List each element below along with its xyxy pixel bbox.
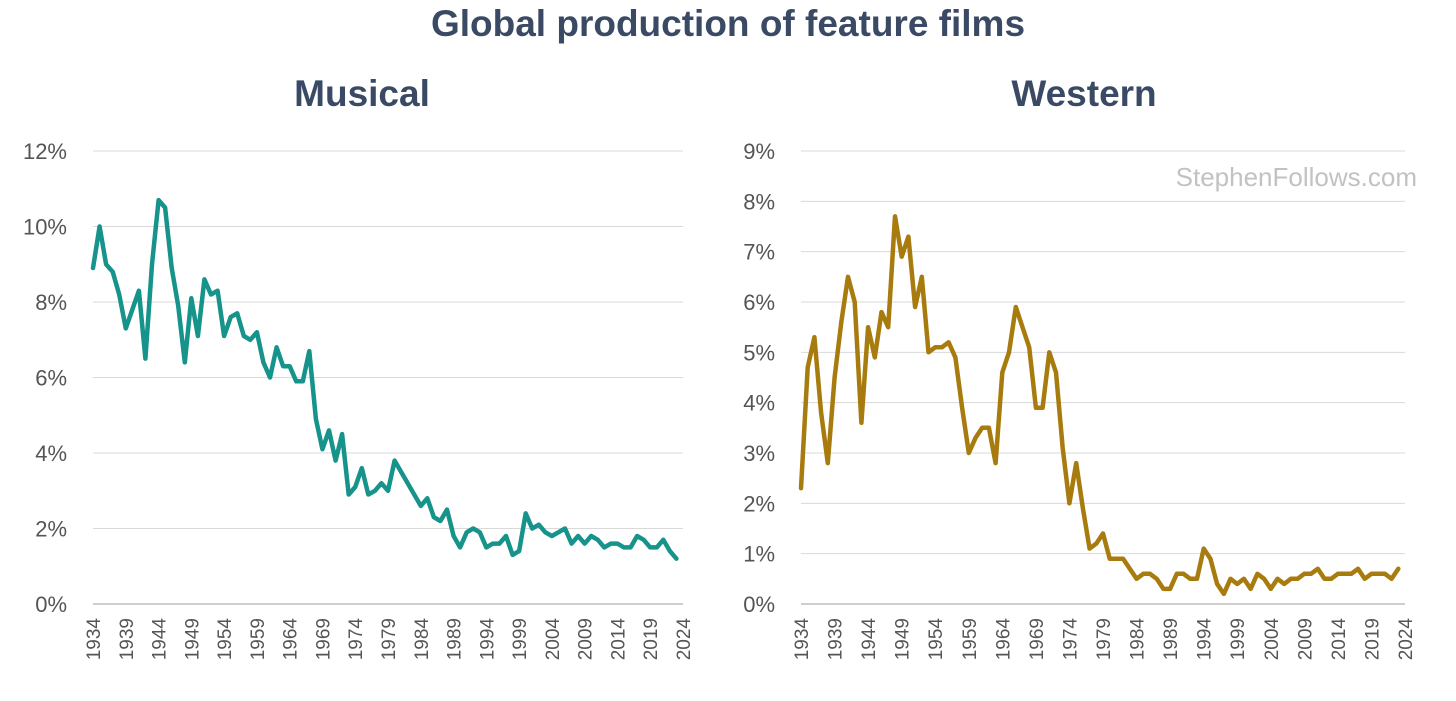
musical-series [90, 197, 679, 561]
musical-x-tick-label: 1964 [281, 618, 302, 661]
western-y-ticks: 0% 1% 2% 3% 4% 5% 6% 7% 8% 9% [743, 139, 775, 617]
musical-x-tick-label: 1944 [150, 618, 171, 661]
musical-x-tick-label: 2004 [543, 618, 564, 661]
musical-chart-title: Musical [294, 73, 430, 114]
western-x-tick-label: 2024 [1396, 618, 1417, 661]
musical-x-tick-label: 1989 [445, 618, 466, 660]
western-x-tick-label: 1999 [1228, 618, 1249, 660]
musical-x-tick-label: 1999 [510, 618, 531, 660]
musical-x-tick-label: 2014 [608, 618, 629, 661]
western-x-tick-label: 1994 [1195, 618, 1216, 661]
musical-gridlines [93, 150, 683, 605]
western-x-tick-label: 1984 [1128, 618, 1149, 661]
musical-y-tick-label: 10% [23, 215, 67, 240]
western-x-tick-label: 1989 [1161, 618, 1182, 660]
musical-y-tick-label: 8% [35, 290, 67, 315]
musical-x-tick-label: 2009 [576, 618, 597, 660]
western-series [798, 214, 1401, 597]
western-x-tick-label: 2004 [1262, 618, 1283, 661]
musical-chart-panel: Musical 0% 2% 4% 6% 8% 10% 12% 1934 1939 1944 194… [23, 73, 695, 660]
musical-x-tick-label: 2024 [674, 618, 695, 661]
musical-x-tick-label: 1954 [215, 618, 236, 661]
musical-x-ticks: 1934 1939 1944 1949 1954 1959 1964 1969 1974 1979… [84, 618, 695, 661]
watermark-text: StephenFollows.com [1176, 162, 1417, 192]
musical-series-line [90, 197, 679, 561]
musical-y-tick-label: 0% [35, 592, 67, 617]
musical-x-tick-label: 1984 [412, 618, 433, 661]
western-x-tick-label: 2019 [1362, 618, 1383, 660]
western-x-tick-label: 1944 [859, 618, 880, 661]
western-chart-title: Western [1011, 73, 1156, 114]
musical-x-tick-label: 1959 [248, 618, 269, 660]
musical-y-tick-label: 6% [35, 366, 67, 391]
musical-x-tick-label: 1979 [379, 618, 400, 660]
western-x-ticks: 1934 1939 1944 1949 1954 1959 1964 1969 1974 1979… [792, 618, 1417, 661]
western-y-tick-label: 3% [743, 441, 775, 466]
musical-x-tick-label: 1939 [117, 618, 138, 660]
musical-y-tick-label: 12% [23, 139, 67, 164]
western-series-line [798, 214, 1401, 597]
western-chart-panel: Western 0% 1% 2% 3% 4% 5% 6% 7% 8% 9% 1934 1939 194… [743, 73, 1417, 660]
western-x-tick-label: 1959 [960, 618, 981, 660]
musical-x-tick-label: 1949 [182, 618, 203, 660]
western-x-tick-label: 1949 [893, 618, 914, 660]
western-x-tick-label: 1979 [1094, 618, 1115, 660]
western-y-tick-label: 9% [743, 139, 775, 164]
musical-x-tick-label: 1969 [313, 618, 334, 660]
musical-y-ticks: 0% 2% 4% 6% 8% 10% 12% [23, 139, 67, 617]
western-x-tick-label: 1939 [826, 618, 847, 660]
musical-y-tick-label: 2% [35, 517, 67, 542]
musical-x-tick-label: 1934 [84, 618, 105, 661]
western-y-tick-label: 0% [743, 592, 775, 617]
western-x-tick-label: 1934 [792, 618, 813, 661]
musical-x-tick-label: 2019 [641, 618, 662, 660]
western-x-tick-label: 1969 [1027, 618, 1048, 660]
western-y-tick-label: 2% [743, 491, 775, 516]
western-y-tick-label: 1% [743, 542, 775, 567]
western-x-tick-label: 2014 [1329, 618, 1350, 661]
western-y-tick-label: 4% [743, 391, 775, 416]
musical-y-tick-label: 4% [35, 441, 67, 466]
western-x-tick-label: 2009 [1295, 618, 1316, 660]
western-gridlines [801, 150, 1405, 605]
western-x-tick-label: 1964 [993, 618, 1014, 661]
musical-x-tick-label: 1994 [477, 618, 498, 661]
musical-x-tick-label: 1974 [346, 618, 367, 661]
western-y-tick-label: 5% [743, 340, 775, 365]
western-y-tick-label: 8% [743, 189, 775, 214]
western-y-tick-label: 7% [743, 240, 775, 265]
western-y-tick-label: 6% [743, 290, 775, 315]
main-title: Global production of feature films [430, 3, 1026, 44]
western-x-tick-label: 1954 [926, 618, 947, 661]
western-x-tick-label: 1974 [1060, 618, 1081, 661]
